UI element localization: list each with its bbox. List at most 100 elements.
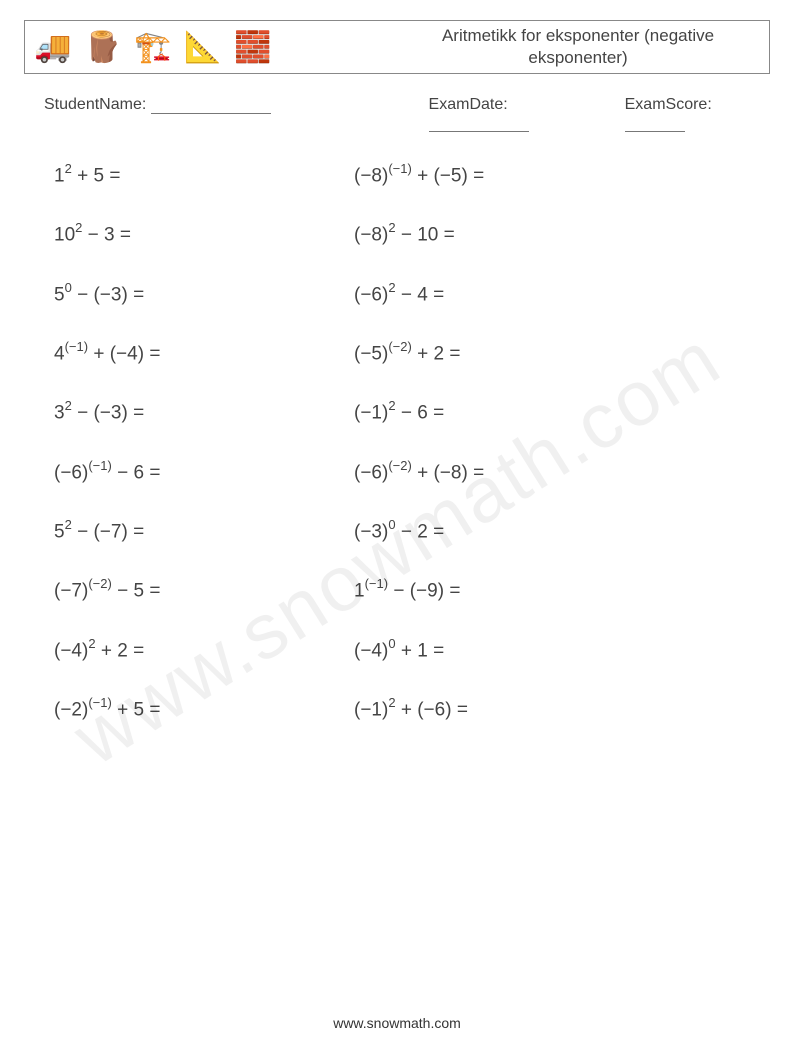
base: (−1) (354, 403, 388, 424)
exponent: (−1) (388, 161, 411, 176)
base: 5 (54, 284, 65, 305)
base: 10 (54, 225, 75, 246)
exponent: (−1) (88, 458, 111, 473)
exponent: 2 (65, 398, 72, 413)
student-name-field: StudentName: (44, 96, 429, 132)
exponent: (−1) (365, 576, 388, 591)
base: (−6) (54, 462, 88, 483)
title-line-2: eksponenter) (397, 47, 759, 69)
base: (−5) (354, 343, 388, 364)
operator: − (72, 284, 94, 305)
problem-left-4: 32 − (−3) = (54, 399, 354, 424)
problem-right-7: 1(−1) − (−9) = (354, 577, 654, 602)
base: (−6) (354, 284, 388, 305)
base: (−3) (354, 521, 388, 542)
problem-right-5: (−6)(−2) + (−8) = (354, 459, 654, 484)
equals: = (144, 699, 160, 720)
base: 3 (54, 403, 65, 424)
operator: − (112, 462, 134, 483)
term: (−8) (433, 462, 467, 483)
operator: − (388, 581, 410, 602)
header-box: 🚚 🪵 🏗️ 📐 🧱 Aritmetikk for eksponenter (n… (24, 20, 770, 74)
base: 5 (54, 521, 65, 542)
problem-left-9: (−2)(−1) + 5 = (54, 696, 354, 721)
crane-hook-icon: 🏗️ (133, 27, 173, 67)
operator: − (396, 521, 418, 542)
exponent: (−2) (388, 458, 411, 473)
operator: + (396, 699, 418, 720)
term: 5 (133, 581, 144, 602)
problem-right-9: (−1)2 + (−6) = (354, 696, 654, 721)
operator: + (412, 462, 434, 483)
term: 10 (417, 225, 438, 246)
exponent: (−1) (65, 339, 88, 354)
header-icons: 🚚 🪵 🏗️ 📐 🧱 (25, 27, 397, 67)
exam-date-blank[interactable] (429, 131, 529, 132)
term: 5 (93, 165, 104, 186)
term: (−3) (93, 284, 127, 305)
equals: = (468, 462, 484, 483)
problem-right-6: (−3)0 − 2 = (354, 518, 654, 543)
problem-right-1: (−8)2 − 10 = (354, 221, 654, 246)
base: (−4) (354, 640, 388, 661)
operator: + (396, 640, 418, 661)
operator: + (412, 165, 434, 186)
problems-column-right: (−8)(−1) + (−5) =(−8)2 − 10 =(−6)2 − 4 =… (354, 162, 654, 721)
exponent: 2 (75, 220, 82, 235)
exponent: (−2) (88, 576, 111, 591)
exam-score-blank[interactable] (625, 131, 685, 132)
exponent: 2 (88, 636, 95, 651)
brick-wall-icon: 🧱 (233, 27, 273, 67)
problem-left-5: (−6)(−1) − 6 = (54, 459, 354, 484)
problems-grid: 12 + 5 =102 − 3 =50 − (−3) =4(−1) + (−4)… (24, 162, 770, 721)
equals: = (444, 343, 460, 364)
equals: = (128, 284, 144, 305)
exponent: (−2) (388, 339, 411, 354)
equals: = (428, 521, 444, 542)
problem-right-8: (−4)0 + 1 = (354, 637, 654, 662)
problem-left-0: 12 + 5 = (54, 162, 354, 187)
base: (−6) (354, 462, 388, 483)
term: 1 (417, 640, 428, 661)
exponent: 2 (388, 398, 395, 413)
base: (−4) (54, 640, 88, 661)
equals: = (115, 225, 131, 246)
student-name-blank[interactable] (151, 113, 271, 114)
equals: = (128, 521, 144, 542)
problem-left-1: 102 − 3 = (54, 221, 354, 246)
exponent: 2 (65, 161, 72, 176)
operator: − (396, 225, 418, 246)
exponent: 2 (388, 220, 395, 235)
info-row: StudentName: ExamDate: ExamScore: (24, 96, 770, 132)
term: 4 (417, 284, 428, 305)
exponent: 2 (65, 517, 72, 532)
wood-planks-icon: 🪵 (83, 27, 123, 67)
problem-right-3: (−5)(−2) + 2 = (354, 340, 654, 365)
problem-right-0: (−8)(−1) + (−5) = (354, 162, 654, 187)
equals: = (444, 581, 460, 602)
operator: − (396, 403, 418, 424)
equals: = (468, 165, 484, 186)
exponent: 2 (388, 280, 395, 295)
term: (−4) (110, 343, 144, 364)
equals: = (144, 343, 160, 364)
exponent: 0 (388, 636, 395, 651)
equals: = (428, 640, 444, 661)
exponent: 0 (65, 280, 72, 295)
problems-column-left: 12 + 5 =102 − 3 =50 − (−3) =4(−1) + (−4)… (54, 162, 354, 721)
exam-score-label: ExamScore: (625, 96, 712, 113)
exponent: 0 (388, 517, 395, 532)
term: 3 (104, 225, 115, 246)
problem-left-8: (−4)2 + 2 = (54, 637, 354, 662)
base: (−8) (354, 165, 388, 186)
term: (−9) (410, 581, 444, 602)
term: 2 (117, 640, 128, 661)
operator: + (96, 640, 118, 661)
exponent: 2 (388, 695, 395, 710)
equals: = (128, 403, 144, 424)
equals: = (428, 403, 444, 424)
operator: + (88, 343, 110, 364)
base: (−1) (354, 699, 388, 720)
cement-truck-icon: 🚚 (33, 27, 73, 67)
equals: = (104, 165, 120, 186)
